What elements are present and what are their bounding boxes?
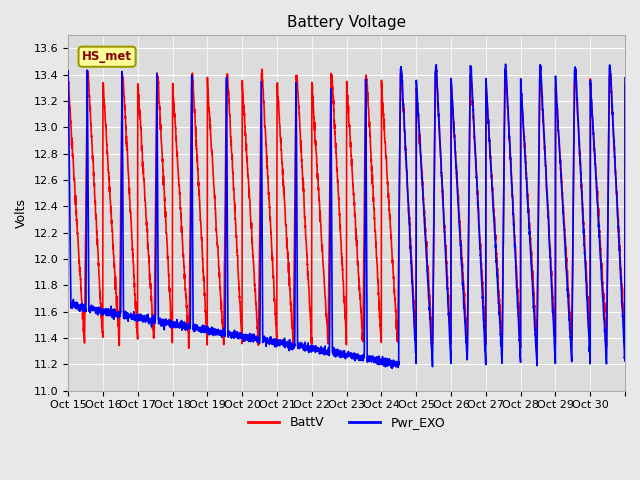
Title: Battery Voltage: Battery Voltage [287, 15, 406, 30]
Legend: BattV, Pwr_EXO: BattV, Pwr_EXO [243, 411, 450, 434]
Text: HS_met: HS_met [82, 50, 132, 63]
Y-axis label: Volts: Volts [15, 198, 28, 228]
